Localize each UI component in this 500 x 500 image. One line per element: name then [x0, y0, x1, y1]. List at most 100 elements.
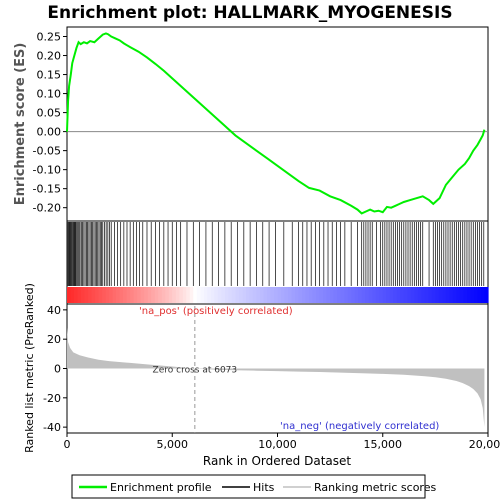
x-tick-label: 0	[64, 438, 71, 451]
rank-color-segment	[84, 287, 89, 303]
rank-color-segment	[302, 287, 307, 303]
rank-color-segment	[284, 287, 289, 303]
rank-color-segment	[309, 287, 314, 303]
rank-color-segment	[137, 287, 142, 303]
x-tick-label: 10,000	[258, 438, 297, 451]
rank-color-segment	[207, 287, 212, 303]
rank-color-segment	[386, 287, 391, 303]
es-y-tick-label: 0.15	[37, 69, 62, 82]
rank-color-segment	[224, 287, 229, 303]
rank-color-segment	[88, 287, 93, 303]
es-y-tick-label: -0.05	[33, 145, 61, 158]
es-y-tick-label: -0.20	[33, 202, 61, 215]
rank-color-segment	[126, 287, 131, 303]
rank-color-segment	[161, 287, 166, 303]
rank-color-segment	[242, 287, 247, 303]
rank-color-segment	[147, 287, 152, 303]
rank-color-segment	[466, 287, 472, 303]
rank-color-segment	[266, 287, 272, 303]
rank-color-segment	[109, 287, 114, 303]
x-tick-label: 20,000	[469, 438, 500, 451]
rank-color-segment	[210, 287, 215, 303]
rank-color-segment	[431, 287, 436, 303]
hits-marks	[67, 222, 485, 286]
rank-color-segment	[186, 287, 191, 303]
rank-color-segment	[217, 287, 222, 303]
rank-color-segment	[151, 287, 156, 303]
es-y-tick-label: 0.00	[37, 126, 62, 139]
rank-color-segment	[347, 287, 352, 303]
rank-color-segment	[175, 287, 180, 303]
rank-color-segment	[291, 287, 296, 303]
rank-color-segment	[98, 287, 103, 303]
legend: Enrichment profile Hits Ranking metric s…	[71, 474, 436, 499]
rank-color-segment	[133, 287, 138, 303]
rank-color-segment	[449, 287, 454, 303]
metric-y-tick-label: 20	[47, 333, 61, 346]
enrichment-profile-line	[66, 32, 486, 215]
rank-color-segment	[407, 287, 412, 303]
rank-color-segment	[172, 287, 177, 303]
rank-color-segment	[95, 287, 100, 303]
metric-y-tick-label: 40	[47, 304, 61, 317]
rank-color-segment	[393, 287, 398, 303]
x-axis-label: Rank in Ordered Dataset	[203, 454, 351, 468]
chart-title: Enrichment plot: HALLMARK_MYOGENESIS	[47, 3, 452, 23]
rank-color-segment	[256, 287, 261, 303]
metric-y-tick-label: 0	[54, 363, 61, 376]
rank-color-segment	[196, 287, 201, 303]
rank-color-segment	[403, 287, 408, 303]
rank-color-segment	[375, 287, 380, 303]
rank-color-segment	[295, 287, 300, 303]
rank-color-segment	[333, 287, 338, 303]
rank-color-segment	[130, 287, 135, 303]
rank-color-segment	[372, 287, 377, 303]
rank-color-segment	[365, 287, 370, 303]
rank-color-segment	[340, 287, 345, 303]
rank-color-segment	[435, 287, 440, 303]
rank-color-segment	[354, 287, 359, 303]
rank-color-segment	[442, 287, 447, 303]
rank-color-segment	[470, 287, 475, 303]
rank-color-segment	[410, 287, 415, 303]
pos-correlated-label: 'na_pos' (positively correlated)	[139, 306, 293, 317]
rank-color-segment	[189, 287, 194, 303]
rank-color-segment	[277, 287, 282, 303]
rank-color-segment	[351, 287, 356, 303]
rank-color-segment	[235, 287, 240, 303]
rank-color-bar	[67, 287, 489, 303]
rank-color-segment	[368, 287, 373, 303]
rank-color-segment	[382, 287, 387, 303]
rank-color-segment	[249, 287, 254, 303]
rank-color-segment	[281, 287, 286, 303]
rank-color-segment	[319, 287, 324, 303]
rank-color-segment	[91, 287, 96, 303]
rank-color-segment	[400, 287, 405, 303]
rank-color-segment	[270, 287, 275, 303]
rank-color-segment	[344, 287, 349, 303]
es-y-tick-label: 0.25	[37, 31, 62, 44]
metric-y-axis: 40 20 0 -20 -40	[43, 304, 67, 434]
rank-color-segment	[116, 287, 121, 303]
rank-color-segment	[414, 287, 419, 303]
rank-color-segment	[396, 287, 401, 303]
rank-color-segment	[182, 287, 187, 303]
rank-color-segment	[389, 287, 394, 303]
rank-color-segment	[298, 287, 303, 303]
rank-color-segment	[424, 287, 429, 303]
rank-color-segment	[105, 287, 110, 303]
es-y-tick-label: 0.05	[37, 107, 62, 120]
rank-color-segment	[112, 287, 117, 303]
rank-color-segment	[484, 287, 489, 303]
rank-color-segment	[77, 287, 82, 303]
rank-color-segment	[81, 287, 86, 303]
metric-y-tick-label: -40	[43, 421, 61, 434]
x-tick-label: 15,000	[364, 438, 403, 451]
zero-cross-label: Zero cross at 6073	[153, 366, 238, 376]
rank-color-segment	[102, 287, 107, 303]
rank-color-segment	[154, 287, 159, 303]
rank-color-segment	[316, 287, 321, 303]
rank-color-segment	[67, 287, 72, 303]
rank-color-segment	[305, 287, 310, 303]
rank-color-segment	[477, 287, 482, 303]
